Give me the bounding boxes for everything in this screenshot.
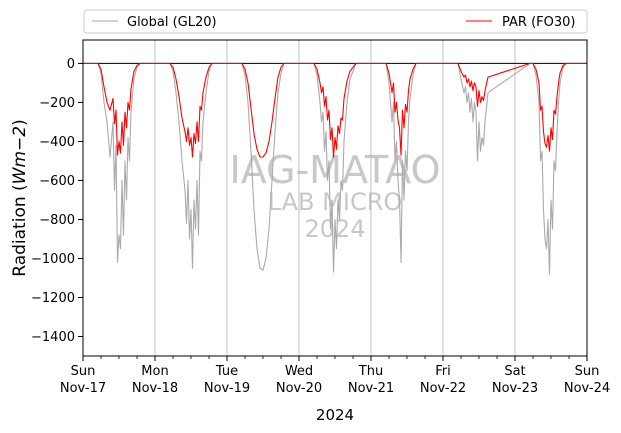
y-tick-label: −1200 (31, 291, 75, 306)
y-tick-label: 0 (67, 57, 75, 72)
legend: Global (GL20) PAR (FO30) (83, 9, 588, 34)
watermark-line-2: LAB MICRO (268, 188, 403, 216)
x-tick-date: Nov-23 (492, 381, 538, 396)
series-line-0 (83, 62, 587, 275)
y-tick-label: −800 (39, 213, 75, 228)
y-axis: 0 −200 −400 −600 −800 −1000 −1200 −1400 (31, 57, 83, 345)
legend-label-par: PAR (FO30) (502, 15, 575, 30)
x-tick-day: Sun (71, 364, 96, 379)
x-axis: Sun Nov-17 Mon Nov-18 Tue Nov-19 Wed Nov-20 Thu N… (60, 356, 610, 396)
x-tick-date: Nov-20 (276, 381, 322, 396)
x-tick-day: Sun (575, 364, 600, 379)
x-gridlines (154, 40, 516, 356)
x-tick-day: Sat (504, 364, 525, 379)
x-tick-date: Nov-17 (60, 381, 106, 396)
x-tick-date: Nov-18 (132, 381, 178, 396)
y-axis-label: Radiation (Wm−2) (10, 119, 30, 276)
y-tick-label: −1000 (31, 252, 75, 267)
x-axis-label: 2024 (316, 406, 354, 424)
x-tick-date: Nov-21 (348, 381, 394, 396)
x-tick-day: Mon (141, 364, 168, 379)
y-tick-label: −400 (39, 135, 75, 150)
y-tick-label: −600 (39, 174, 75, 189)
series-line-1 (83, 62, 587, 158)
x-tick-date: Nov-22 (420, 381, 466, 396)
watermark-line-1: IAG-MATAO (229, 148, 440, 192)
y-tick-label: −200 (39, 96, 75, 111)
x-tick-date: Nov-24 (564, 381, 610, 396)
x-tick-date: Nov-19 (204, 381, 250, 396)
legend-label-global: Global (GL20) (127, 15, 217, 30)
x-tick-day: Thu (358, 364, 383, 379)
x-tick-day: Wed (285, 364, 313, 379)
series-layer (83, 62, 587, 275)
legend-box (83, 9, 588, 34)
x-tick-day: Tue (215, 364, 238, 379)
x-tick-day: Fri (435, 364, 451, 379)
y-tick-label: −1400 (31, 330, 75, 345)
